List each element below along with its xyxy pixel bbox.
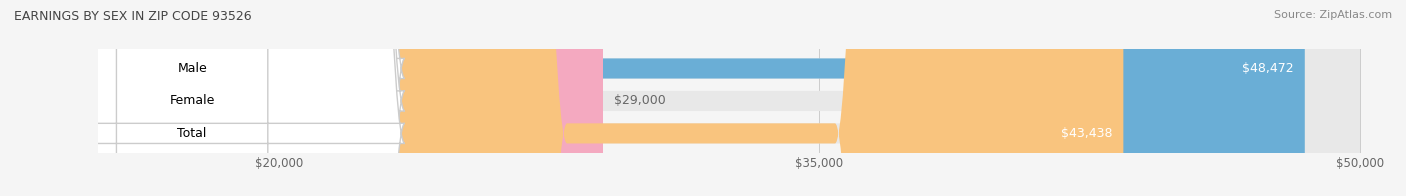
FancyBboxPatch shape — [0, 0, 405, 196]
Text: Male: Male — [177, 62, 207, 75]
Text: $48,472: $48,472 — [1243, 62, 1294, 75]
Text: $43,438: $43,438 — [1062, 127, 1112, 140]
Text: Total: Total — [177, 127, 207, 140]
Text: Source: ZipAtlas.com: Source: ZipAtlas.com — [1274, 10, 1392, 20]
Text: Female: Female — [170, 94, 215, 107]
Text: EARNINGS BY SEX IN ZIP CODE 93526: EARNINGS BY SEX IN ZIP CODE 93526 — [14, 10, 252, 23]
FancyBboxPatch shape — [278, 0, 1360, 196]
FancyBboxPatch shape — [278, 0, 1360, 196]
FancyBboxPatch shape — [278, 0, 1305, 196]
FancyBboxPatch shape — [0, 0, 405, 196]
FancyBboxPatch shape — [278, 0, 1123, 196]
FancyBboxPatch shape — [278, 0, 1360, 196]
FancyBboxPatch shape — [0, 0, 405, 196]
FancyBboxPatch shape — [278, 0, 603, 196]
Text: $29,000: $29,000 — [614, 94, 665, 107]
